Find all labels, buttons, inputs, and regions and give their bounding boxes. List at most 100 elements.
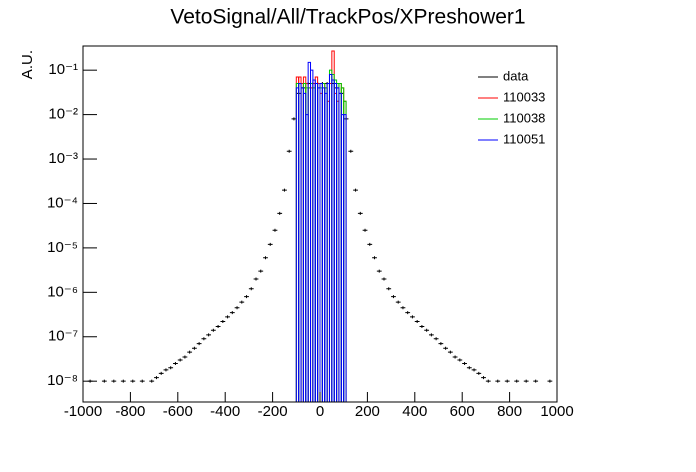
data-point (523, 379, 529, 383)
data-point (229, 311, 235, 315)
data-point (187, 350, 193, 354)
data-point (277, 211, 283, 215)
data-point (244, 295, 249, 299)
y-tick-label: 10⁻¹ (48, 61, 78, 78)
data-point (286, 149, 292, 153)
x-tick-label: 400 (402, 403, 427, 420)
data-point (191, 346, 197, 350)
legend-label: 110038 (503, 110, 545, 125)
data-point (504, 379, 510, 383)
x-tick-label: 600 (450, 403, 475, 420)
legend-label: data (503, 68, 529, 83)
data-point (239, 300, 245, 304)
data-point (253, 277, 259, 281)
data-point (258, 269, 264, 273)
data-point (547, 379, 553, 383)
chart-title: VetoSignal/All/TrackPos/XPreshower1 (170, 6, 525, 29)
data-point (443, 346, 449, 350)
data-point (267, 242, 273, 246)
data-point (182, 355, 188, 359)
data-point (282, 188, 287, 192)
data-point (410, 315, 415, 319)
y-axis-label: A.U. (19, 50, 36, 79)
data-point (357, 211, 363, 215)
y-tick-label: 10⁻³ (48, 150, 78, 167)
data-point (248, 287, 254, 291)
data-point (158, 371, 164, 375)
data-point (395, 300, 401, 304)
data-point (457, 358, 463, 362)
y-tick-label: 10⁻⁶ (47, 283, 78, 300)
data-point (173, 362, 178, 366)
data-point (414, 320, 420, 324)
histogram-bin (343, 114, 347, 402)
data-point (372, 256, 377, 260)
data-point (376, 269, 382, 273)
data-point (447, 350, 453, 354)
x-tick-label: 0 (316, 403, 324, 420)
y-tick-label: 10⁻⁸ (47, 372, 78, 389)
data-point (291, 117, 297, 121)
data-point (462, 362, 467, 366)
y-tick-label: 10⁻⁵ (47, 239, 78, 256)
data-point (495, 379, 501, 383)
data-point (215, 325, 221, 329)
data-point (438, 342, 444, 346)
x-tick-label: -1000 (64, 403, 102, 420)
data-point (210, 328, 216, 332)
data-point (196, 342, 202, 346)
data-point (101, 379, 107, 383)
x-tick-label: 800 (497, 403, 522, 420)
data-point (419, 325, 425, 329)
legend-label: 110033 (503, 89, 545, 104)
data-point (168, 366, 174, 370)
data-point (348, 149, 354, 153)
y-tick-label: 10⁻⁴ (47, 194, 78, 211)
data-point (428, 333, 434, 337)
data-point (400, 306, 406, 310)
data-point (381, 277, 387, 281)
data-point (149, 379, 155, 383)
data-point (130, 379, 136, 383)
data-point (485, 379, 491, 383)
y-tick-label: 10⁻² (48, 106, 78, 123)
x-tick-label: -200 (258, 403, 288, 420)
x-tick-label: 200 (355, 403, 380, 420)
x-tick-label: 1000 (540, 403, 573, 420)
data-point (220, 320, 226, 324)
data-point (391, 295, 396, 299)
data-point (206, 333, 212, 337)
data-point (225, 315, 230, 319)
x-tick-label: -400 (210, 403, 240, 420)
legend-label: 110051 (503, 131, 545, 146)
data-point (154, 376, 159, 380)
data-point (367, 242, 373, 246)
data-point (201, 337, 207, 341)
data-point (263, 256, 268, 260)
data-point (353, 188, 358, 192)
data-point (481, 376, 486, 380)
data-point (386, 287, 392, 291)
data-point (272, 228, 278, 232)
data-point (111, 379, 117, 383)
y-tick-label: 10⁻⁷ (48, 328, 78, 345)
data-point (433, 337, 439, 341)
data-point (514, 379, 520, 383)
data-point (424, 328, 430, 332)
data-point (452, 355, 458, 359)
data-point (533, 379, 539, 383)
data-point (362, 228, 368, 232)
data-point (405, 311, 411, 315)
data-point (234, 306, 240, 310)
x-tick-label: -600 (163, 403, 193, 420)
data-point (163, 368, 169, 372)
data-point (177, 358, 183, 362)
data-point (139, 379, 145, 383)
data-point (120, 379, 126, 383)
data-point (466, 366, 472, 370)
x-tick-label: -800 (115, 403, 145, 420)
plot-area (87, 50, 553, 402)
data-point (471, 368, 477, 372)
